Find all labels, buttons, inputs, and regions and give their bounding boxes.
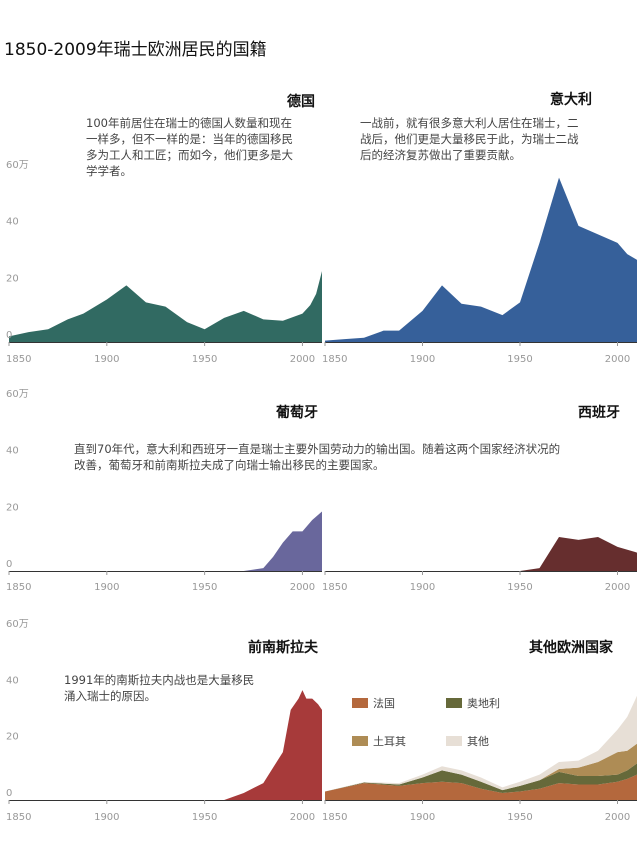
x-tick-label: 1900 — [94, 354, 119, 365]
area-others — [325, 695, 637, 792]
panels: 1850 1900 1950 20000204060万德国100年前居住在瑞士的德国人… — [6, 91, 637, 823]
x-tick-label: 1900 — [410, 812, 435, 823]
area-austria — [325, 763, 637, 793]
panel-title: 其他欧洲国家 — [529, 639, 614, 656]
panel-title: 西班牙 — [578, 404, 620, 421]
y-tick-label: 20 — [6, 273, 19, 284]
x-tick-label: 1900 — [410, 354, 435, 365]
x-tick-label: 1900 — [94, 812, 119, 823]
y-tick-label: 0 — [6, 559, 12, 570]
x-tick-label: 2000 — [290, 812, 315, 823]
panel-note: 一战前，就有很多意大利人居住在瑞士，二战后，他们更是大量移民于此，为瑞士二战后的… — [360, 116, 579, 162]
x-tick-label: 1850 — [6, 354, 31, 365]
x-tick-label: 1950 — [192, 812, 217, 823]
area-spain — [325, 537, 637, 571]
x-tick-label: 2000 — [605, 354, 630, 365]
x-tick-label: 2000 — [605, 812, 630, 823]
x-tick-label: 1950 — [507, 354, 532, 365]
x-tick-label: 1850 — [322, 582, 347, 593]
panel-germany: 1850 1900 1950 2000 0 20 40 60万 德国 100年前居住在瑞士的德国人… — [6, 93, 322, 365]
y-tick-label: 60万 — [6, 160, 29, 171]
area-italy — [325, 177, 637, 342]
y-tick-label: 40 — [6, 217, 19, 228]
area-france — [325, 774, 637, 800]
y-tick-label: 0 — [6, 330, 12, 341]
panel-note: 1991年的南斯拉夫内战也是大量移民涌入瑞士的原因。 — [64, 673, 254, 703]
x-tick-label: 1950 — [192, 582, 217, 593]
x-tick-label: 1900 — [410, 582, 435, 593]
y-tick-label: 20 — [6, 502, 19, 513]
x-tick-label: 1850 — [6, 582, 31, 593]
panel-italy: 1850 1900 1950 2000 意大利一战前，就有很多意大利人居住在瑞士，二战后… — [322, 91, 637, 365]
panel-note: 直到70年代，意大利和西班牙一直是瑞士主要外国劳动力的输出国。随着这两个国家经济… — [74, 442, 560, 472]
x-tick-label: 1950 — [507, 812, 532, 823]
x-tick-label: 1850 — [322, 354, 347, 365]
legend-label-austria: 奥地利 — [467, 696, 500, 710]
x-tick-label: 1850 — [6, 812, 31, 823]
area-portugal — [9, 511, 322, 571]
legend-label-france: 法国 — [373, 696, 395, 710]
x-tick-label: 2000 — [290, 354, 315, 365]
panel-note: 100年前居住在瑞士的德国人数量和现在一样多，但不一样的是：当年的德国移民多为工… — [86, 116, 293, 178]
x-tick-label: 1850 — [322, 812, 347, 823]
y-tick-label: 60万 — [6, 389, 29, 400]
panel-title: 前南斯拉夫 — [248, 639, 319, 656]
panel-title: 葡萄牙 — [275, 404, 318, 421]
legend-swatch-austria — [446, 698, 462, 708]
y-tick-label: 40 — [6, 675, 19, 686]
x-tick-label: 1900 — [94, 582, 119, 593]
x-tick-label: 1950 — [192, 354, 217, 365]
page-title: 1850-2009年瑞士欧洲居民的国籍 — [4, 40, 267, 60]
legend-label-turkey: 土耳其 — [373, 735, 406, 748]
y-tick-label: 60万 — [6, 619, 29, 630]
y-tick-label: 20 — [6, 732, 19, 743]
panel-title: 意大利 — [550, 91, 592, 108]
y-tick-label: 0 — [6, 788, 12, 799]
panel-spain: 1850 1900 1950 2000 西班牙直到70年代，意大利和西班牙一直是瑞士主要… — [74, 404, 637, 593]
area-germany — [9, 271, 322, 342]
x-tick-label: 2000 — [290, 582, 315, 593]
legend-swatch-others — [446, 736, 462, 746]
legend-label-others: 其他 — [467, 735, 489, 748]
area-yugoslavia — [9, 690, 322, 800]
y-tick-label: 40 — [6, 446, 19, 457]
legend-swatch-france — [352, 698, 368, 708]
x-tick-label: 1950 — [507, 582, 532, 593]
legend-swatch-turkey — [352, 736, 368, 746]
panel-title: 德国 — [287, 93, 315, 110]
x-tick-label: 2000 — [605, 582, 630, 593]
